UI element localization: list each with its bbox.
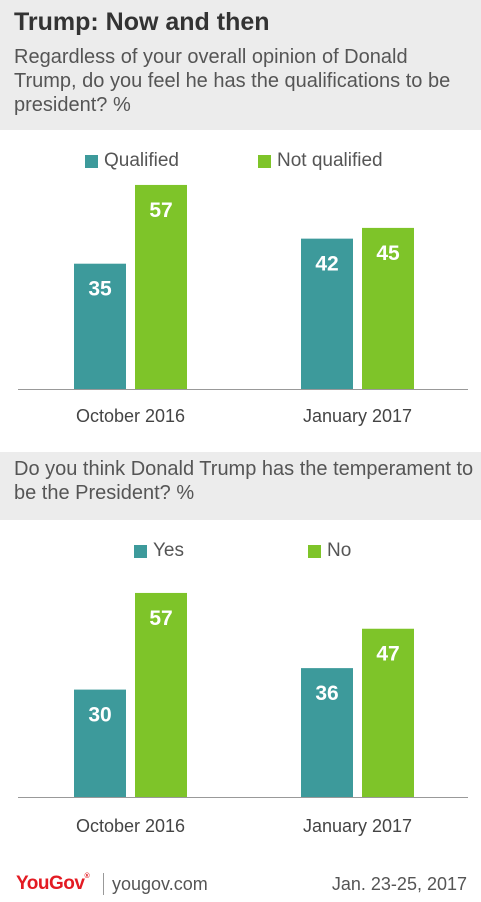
page-title: Trump: Now and then — [14, 8, 270, 36]
legend-swatch — [85, 154, 98, 168]
chart2-question: Do you think Donald Trump has the temper… — [14, 458, 474, 504]
data-label: 47 — [376, 643, 399, 666]
data-label: 30 — [88, 704, 111, 727]
bar-1-1-1 — [362, 628, 414, 797]
bar-1-1-0 — [301, 668, 353, 797]
yougov-logo: YouGov® — [16, 873, 90, 894]
legend-label: Not qualified — [277, 150, 383, 171]
chart1-legend-qualified: Qualified — [85, 150, 179, 172]
data-label: 36 — [315, 682, 338, 705]
data-label: 35 — [88, 278, 112, 301]
bar-1-0-0 — [74, 689, 126, 797]
legend-swatch — [134, 544, 147, 558]
category-label: January 2017 — [303, 816, 412, 836]
legend-swatch — [308, 544, 321, 558]
chart2-legend-yes: Yes — [134, 540, 184, 562]
category-label: October 2016 — [76, 816, 185, 836]
legend-label: Yes — [153, 540, 184, 561]
chart1-question: Regardless of your overall opinion of Do… — [14, 46, 451, 116]
legend-swatch — [258, 154, 271, 168]
question-band — [0, 452, 481, 520]
legend-label: No — [327, 540, 352, 561]
data-label: 57 — [149, 199, 172, 222]
data-label: 45 — [376, 242, 400, 265]
bar-0-1-1 — [362, 227, 414, 389]
bar-1-0-1 — [135, 592, 187, 797]
category-label: January 2017 — [303, 406, 412, 426]
category-label: October 2016 — [76, 406, 185, 426]
footer-date: Jan. 23-25, 2017 — [331, 874, 467, 894]
footer: YouGov® yougov.com Jan. 23-25, 2017 — [0, 870, 481, 902]
header-band — [0, 0, 481, 130]
footer-divider — [103, 873, 104, 895]
chart2-legend-no: No — [308, 540, 351, 562]
footer-site[interactable]: yougov.com — [112, 874, 208, 894]
bar-0-0-0 — [74, 263, 126, 389]
bar-0-0-1 — [135, 184, 187, 389]
data-label: 42 — [315, 253, 338, 276]
bar-0-1-0 — [301, 238, 353, 389]
chart1-legend-not-qualified: Not qualified — [258, 150, 383, 172]
data-label: 57 — [149, 607, 172, 630]
legend-label: Qualified — [104, 150, 179, 171]
brand-text: YouGov — [16, 873, 85, 894]
